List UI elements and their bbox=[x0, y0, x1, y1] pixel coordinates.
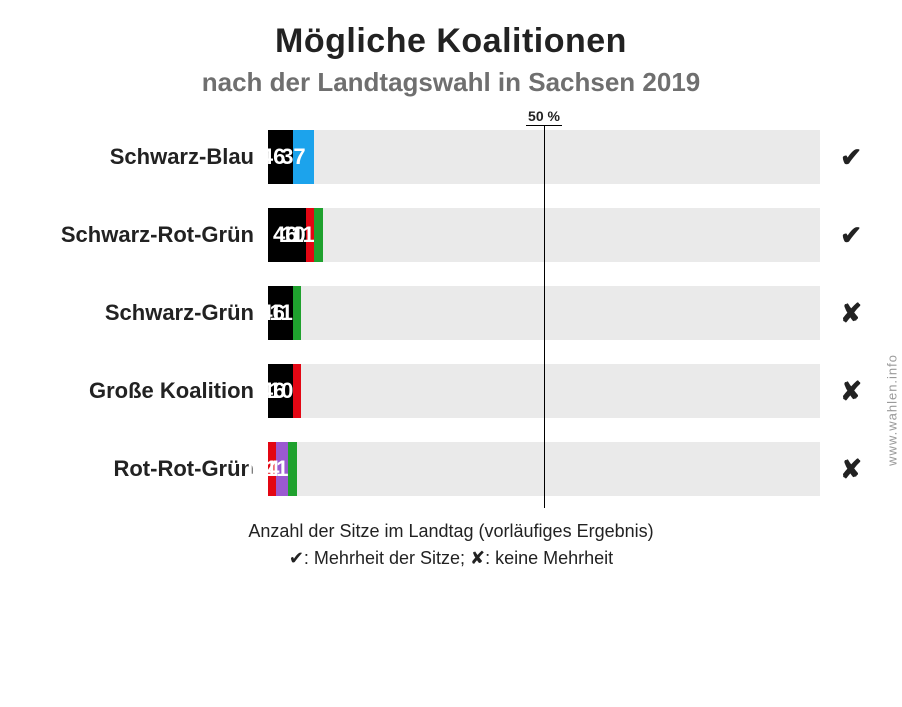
coalition-chart: Schwarz-Blau4637✔Schwarz-Rot-Grün461011✔… bbox=[40, 130, 862, 496]
majority-yes-icon: ✔ bbox=[820, 220, 862, 251]
bar-segment: 10 bbox=[293, 364, 301, 418]
page-title: Mögliche Koalitionen bbox=[40, 22, 862, 61]
coalition-label: Rot-Rot-Grün bbox=[40, 456, 268, 481]
footer-line-1: Anzahl der Sitze im Landtag (vorläufiges… bbox=[40, 518, 862, 545]
page-subtitle: nach der Landtagswahl in Sachsen 2019 bbox=[40, 67, 862, 98]
coalition-row: Rot-Rot-Grün101411 ✘ bbox=[40, 442, 862, 496]
page: Mögliche Koalitionen nach der Landtagswa… bbox=[0, 0, 902, 707]
bar-segments: 4637 bbox=[268, 130, 333, 184]
coalition-row: Schwarz-Grün4611 ✘ bbox=[40, 286, 862, 340]
coalition-label: Schwarz-Rot-Grün bbox=[40, 222, 268, 247]
chart-footer: Anzahl der Sitze im Landtag (vorläufiges… bbox=[40, 518, 862, 572]
bar-segments: 4611 bbox=[268, 286, 332, 340]
coalition-row: Große Koalition4610 ✘ bbox=[40, 364, 862, 418]
coalition-label: Große Koalition bbox=[40, 378, 268, 403]
bar-segments: 101411 bbox=[268, 442, 364, 496]
bar-segment: 11 bbox=[288, 442, 297, 496]
coalition-row: Schwarz-Blau4637 ✔ bbox=[40, 130, 862, 184]
bar-segment: 11 bbox=[314, 208, 323, 262]
bar-segments: 461011 bbox=[268, 208, 364, 262]
majority-threshold-line bbox=[544, 126, 545, 508]
bar-segment: 11 bbox=[293, 286, 301, 340]
chart-rows: Schwarz-Blau4637✔Schwarz-Rot-Grün461011✔… bbox=[40, 130, 862, 496]
watermark: www.wahlen.info bbox=[885, 354, 900, 466]
bar-segment: 37 bbox=[293, 130, 313, 184]
majority-yes-icon: ✔ bbox=[820, 142, 862, 173]
coalition-row: Schwarz-Rot-Grün461011 ✔ bbox=[40, 208, 862, 262]
bar-segments: 4610 bbox=[268, 364, 333, 418]
majority-no-icon: ✘ bbox=[820, 454, 862, 485]
coalition-label: Schwarz-Grün bbox=[40, 300, 268, 325]
majority-no-icon: ✘ bbox=[820, 376, 862, 407]
majority-no-icon: ✘ bbox=[820, 298, 862, 329]
footer-line-2: ✔: Mehrheit der Sitze; ✘: keine Mehrheit bbox=[40, 545, 862, 572]
coalition-label: Schwarz-Blau bbox=[40, 144, 268, 169]
majority-threshold-label: 50 % bbox=[528, 108, 560, 124]
